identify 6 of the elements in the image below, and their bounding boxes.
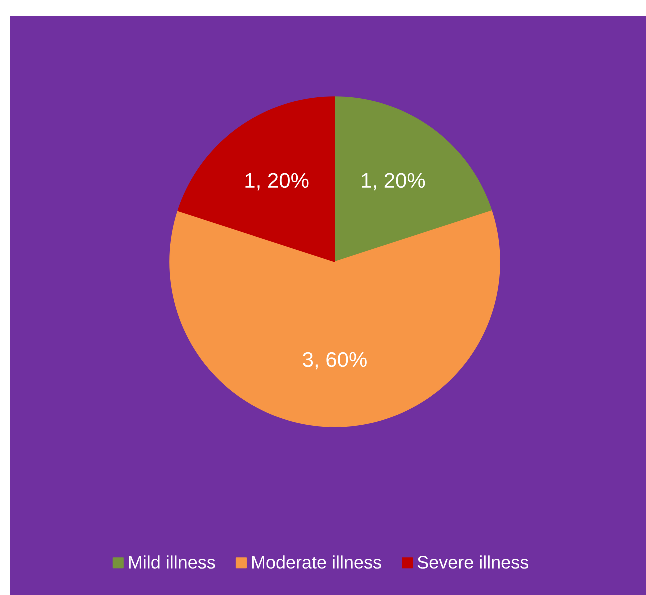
data-label: 1, 20% (246, 173, 309, 191)
legend-label: Moderate illness (252, 556, 382, 569)
legend-label: Severe illness (418, 556, 528, 569)
data-label: 3, 60% (303, 352, 367, 370)
legend-label: Mild illness (129, 556, 216, 569)
data-label: 1, 20% (362, 173, 426, 191)
